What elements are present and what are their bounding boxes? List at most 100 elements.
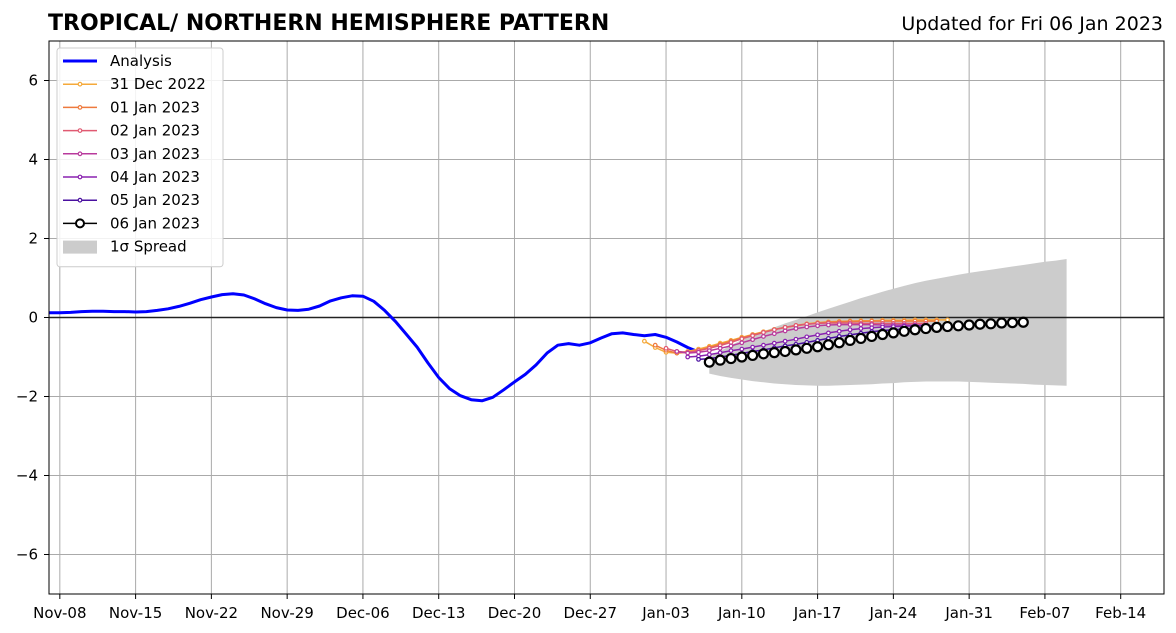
forecast-point-04-jan-2023 [728,348,734,354]
legend-marker [75,218,85,229]
y-tick-label: 6 [28,72,38,90]
forecast-point-02-jan-2023 [739,336,745,342]
forecast-point-04-jan-2023 [750,344,756,350]
legend: Analysis 31 Dec 2022 01 Jan 2023 02 Jan 202… [56,47,224,268]
forecast-point-06-jan-2023 [887,327,899,339]
forecast-point-03-jan-2023 [804,324,810,330]
forecast-point-04-jan-2023 [761,342,766,348]
legend-label: 04 Jan 2023 [110,168,200,186]
forecast-point-03-jan-2023 [685,350,691,356]
forecast-point-03-jan-2023 [750,337,756,343]
x-tick-label: Jan-17 [793,604,842,622]
x-tick-label: Dec-27 [563,604,617,622]
forecast-point-03-jan-2023 [836,322,842,328]
forecast-point-03-jan-2023 [815,323,820,329]
forecast-point-04-jan-2023 [804,334,810,340]
forecast-point-03-jan-2023 [739,340,745,346]
forecast-point-06-jan-2023 [779,345,791,358]
forecast-point-31-dec-2022 [641,338,647,344]
forecast-point-06-jan-2023 [822,339,835,351]
forecast-point-06-jan-2023 [985,318,997,330]
forecast-point-04-jan-2023 [815,332,820,338]
legend-label: 05 Jan 2023 [110,191,200,209]
x-axis-ticks: Nov-08 Nov-15 Nov-22 Nov-29 Dec-06 Dec-13 Dec-… [33,594,1146,622]
legend-label: 06 Jan 2023 [110,214,200,232]
x-tick-label: Jan-10 [717,604,766,622]
forecast-point-02-jan-2023 [663,345,669,351]
legend-marker [77,174,83,180]
forecast-point-04-jan-2023 [793,336,799,342]
forecast-point-02-jan-2023 [771,327,777,333]
forecast-point-04-jan-2023 [869,325,875,331]
forecast-point-06-jan-2023 [768,347,780,359]
forecast-point-03-jan-2023 [793,326,799,331]
forecast-point-04-jan-2023 [782,338,788,344]
forecast-point-06-jan-2023 [941,320,954,333]
y-tick-label: −4 [16,467,38,485]
legend-label: 1σ Spread [110,238,187,256]
forecast-point-06-jan-2023 [811,341,824,353]
y-tick-label: 4 [28,151,38,169]
forecast-point-06-jan-2023 [747,349,759,362]
x-tick-label: Nov-15 [109,604,162,622]
forecast-point-03-jan-2023 [706,348,712,354]
forecast-point-03-jan-2023 [717,345,723,351]
legend-box [56,47,224,268]
legend-marker [77,104,83,110]
forecast-point-06-jan-2023 [996,317,1008,329]
forecast-point-03-jan-2023 [761,334,766,339]
forecast-point-06-jan-2023 [790,344,802,356]
y-tick-label: −6 [16,546,38,564]
legend-label: 31 Dec 2022 [110,75,206,93]
forecast-point-06-jan-2023 [963,319,975,331]
forecast-point-06-jan-2023 [855,332,867,345]
chart-subtitle: Updated for Fri 06 Jan 2023 [901,13,1163,35]
forecast-point-05-jan-2023 [696,356,701,362]
forecast-point-04-jan-2023 [706,352,712,358]
forecast-point-04-jan-2023 [771,340,777,346]
forecast-point-06-jan-2023 [833,337,845,349]
forecast-point-06-jan-2023 [974,318,986,330]
x-tick-label: Nov-22 [185,604,238,622]
forecast-point-03-jan-2023 [728,343,734,349]
legend-label: Analysis [110,52,172,70]
forecast-point-04-jan-2023 [858,326,864,331]
y-axis-ticks: 6 4 2 0 −2 −4 −6 [16,72,49,564]
forecast-point-04-jan-2023 [826,330,831,336]
forecast-point-03-jan-2023 [826,322,831,328]
chart-title: TROPICAL/ NORTHERN HEMISPHERE PATTERN [48,11,609,36]
forecast-point-04-jan-2023 [717,350,723,356]
forecast-point-06-jan-2023 [931,321,943,333]
forecast-point-04-jan-2023 [836,328,842,334]
x-tick-label: Dec-20 [488,604,542,622]
forecast-point-06-jan-2023 [898,325,910,337]
forecast-point-06-jan-2023 [952,320,964,332]
x-tick-label: Dec-13 [412,604,466,622]
forecast-point-02-jan-2023 [761,330,766,335]
y-tick-label: 0 [28,309,38,327]
forecast-point-03-jan-2023 [696,349,701,355]
y-tick-label: 2 [28,230,38,248]
legend-marker [77,151,83,157]
legend-swatch [63,240,97,254]
forecast-point-06-jan-2023 [801,342,813,354]
legend-marker [77,81,83,87]
forecast-point-06-jan-2023 [736,351,748,363]
forecast-point-06-jan-2023 [703,356,715,368]
analysis-line [49,292,700,403]
forecast-point-03-jan-2023 [674,349,680,354]
forecast-point-06-jan-2023 [714,354,726,366]
forecast-point-06-jan-2023 [866,330,878,343]
x-tick-label: Jan-31 [944,604,993,622]
legend-label: 01 Jan 2023 [110,98,200,116]
series-group [49,292,1029,403]
forecast-point-03-jan-2023 [847,322,853,328]
forecast-point-03-jan-2023 [858,322,864,328]
forecast-point-04-jan-2023 [739,346,745,352]
forecast-point-06-jan-2023 [725,352,737,365]
legend-label: 02 Jan 2023 [110,122,200,140]
forecast-point-06-jan-2023 [757,348,770,360]
legend-label: 03 Jan 2023 [110,145,200,163]
forecast-point-01-jan-2023 [652,342,658,348]
